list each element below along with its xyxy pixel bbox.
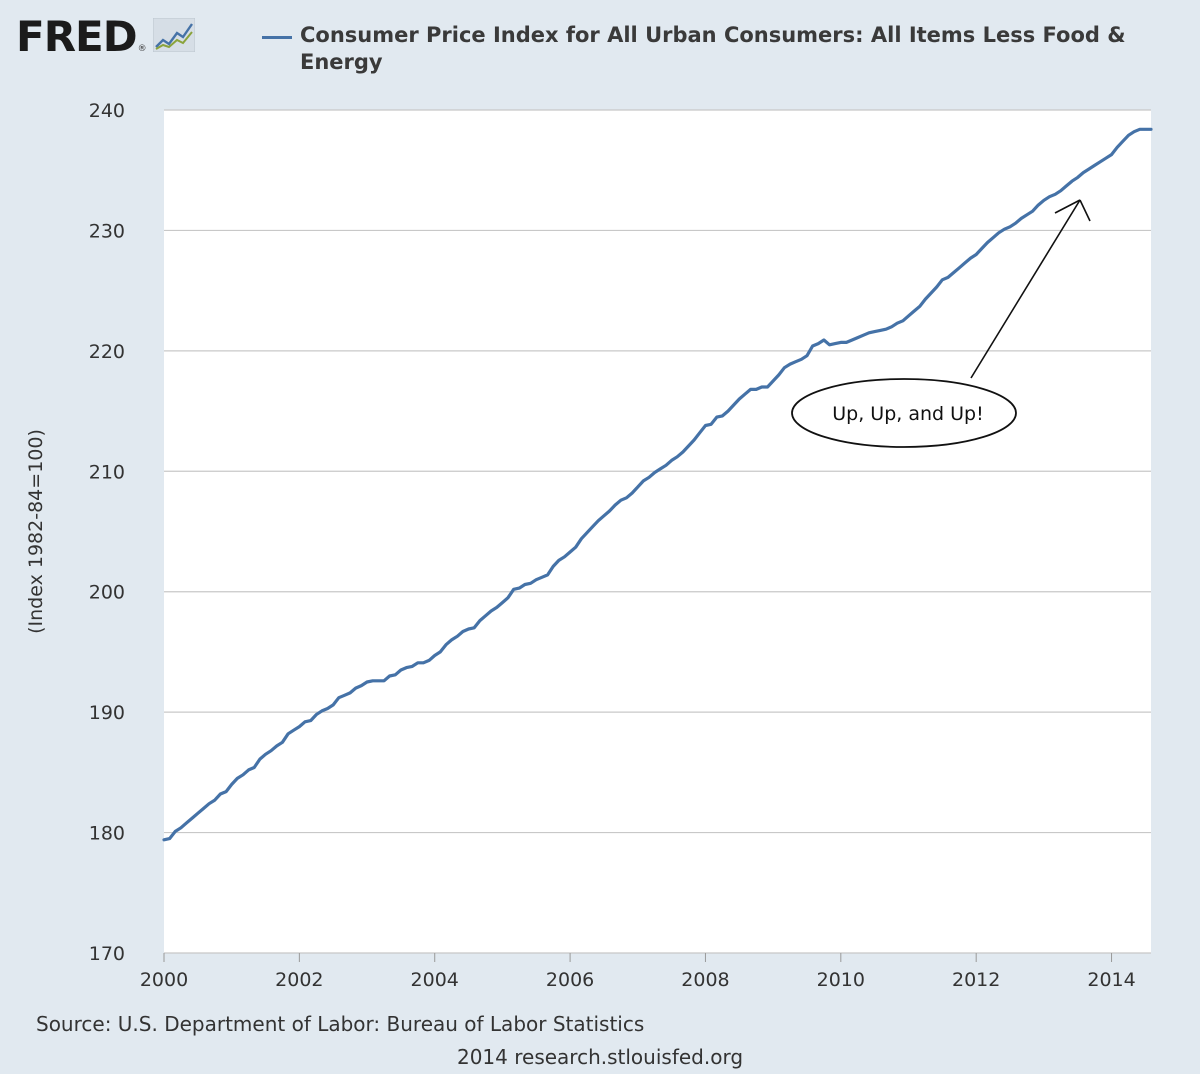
chart-legend: Consumer Price Index for All Urban Consu… — [262, 22, 1162, 76]
y-tick-label: 240 — [89, 100, 125, 122]
x-tick-label: 2010 — [817, 969, 865, 991]
y-tick-label: 190 — [89, 702, 125, 724]
x-tick-label: 2004 — [411, 969, 459, 991]
x-tick-label: 2008 — [681, 969, 729, 991]
x-tick-label: 2002 — [275, 969, 323, 991]
annotation-text: Up, Up, and Up! — [832, 403, 983, 425]
x-tick-label: 2000 — [140, 969, 188, 991]
registered-mark: ® — [137, 44, 147, 54]
x-tick-label: 2014 — [1087, 969, 1135, 991]
plot-area — [164, 110, 1151, 953]
arrow-head-left — [1054, 199, 1081, 214]
series-line — [162, 127, 1153, 842]
legend-label: Consumer Price Index for All Urban Consu… — [300, 23, 1126, 74]
fred-logo[interactable]: FRED ® — [16, 12, 196, 61]
line-chart-icon — [152, 17, 196, 56]
y-tick-label: 200 — [89, 582, 125, 604]
y-axis-label: (Index 1982-84=100) — [25, 429, 47, 634]
logo-text: FRED — [16, 12, 138, 61]
annotation-arrow — [970, 199, 1081, 379]
arrow-head-right — [1079, 199, 1091, 222]
y-tick-label: 180 — [89, 823, 125, 845]
x-tick-label: 2012 — [952, 969, 1000, 991]
annotation-callout: Up, Up, and Up! — [791, 199, 1091, 448]
footer-credit: 2014 research.stlouisfed.org — [456, 1045, 744, 1069]
legend-swatch — [262, 36, 292, 39]
source-note: Source: U.S. Department of Labor: Bureau… — [36, 1012, 645, 1036]
annotation-bubble — [791, 378, 1017, 448]
y-tick-label: 170 — [89, 943, 125, 965]
x-tick-label: 2006 — [546, 969, 594, 991]
y-tick-label: 210 — [89, 461, 125, 483]
y-tick-label: 220 — [89, 341, 125, 363]
y-tick-label: 230 — [89, 220, 125, 242]
